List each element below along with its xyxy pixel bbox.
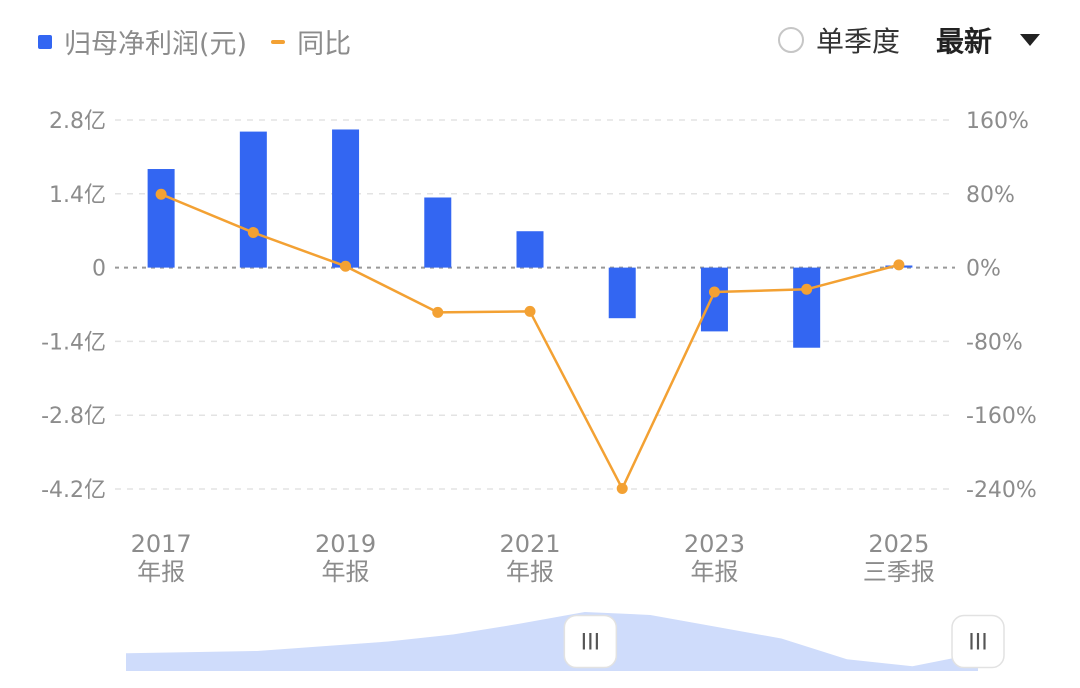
x-tick-year: 2021 (499, 530, 560, 558)
range-navigator[interactable]: III III (126, 612, 1005, 671)
profit-bar (147, 169, 175, 268)
right-tick-label: -160% (966, 404, 1037, 429)
right-tick-label: -80% (966, 330, 1023, 355)
x-tick-period: 年报 (137, 558, 185, 586)
profit-bar (424, 197, 452, 268)
x-tick-year: 2017 (131, 530, 192, 558)
profit-bar (332, 129, 360, 268)
x-tick-period: 年报 (506, 558, 554, 586)
caret-down-icon (1020, 34, 1040, 46)
yoy-point (616, 483, 628, 495)
x-tick-period: 年报 (322, 558, 370, 586)
profit-bar (700, 267, 728, 332)
period-dropdown[interactable]: 最新 (936, 20, 1040, 60)
x-tick-period: 三季报 (863, 558, 935, 586)
yoy-point (893, 259, 905, 271)
left-tick-label: 0 (92, 257, 106, 282)
yoy-point (801, 283, 813, 295)
handle-grip-icon: III (968, 631, 987, 656)
right-tick-label: 160% (966, 109, 1029, 134)
x-tick-year: 2019 (315, 530, 376, 558)
chart-legend: 归母净利润(元) 同比 (38, 22, 375, 61)
navigator-left-handle[interactable] (563, 614, 618, 669)
right-tick-label: -240% (966, 478, 1037, 503)
yoy-line (155, 188, 905, 495)
right-tick-label: 80% (966, 183, 1015, 208)
legend-net-profit-label: 归母净利润(元) (64, 29, 248, 60)
right-axis: 160% 80% 0% -80% -160% -240% (966, 109, 1037, 503)
single-quarter-radio[interactable] (777, 27, 804, 53)
left-tick-label: 1.4亿 (49, 183, 106, 208)
navigator-right-handle[interactable] (951, 614, 1005, 669)
yoy-point (155, 188, 167, 200)
yoy-point (432, 306, 444, 318)
handle-grip-icon: III (581, 631, 600, 656)
left-tick-label: -4.2亿 (41, 478, 106, 503)
legend-item-net-profit[interactable]: 归母净利润(元) (38, 22, 247, 61)
yoy-point (340, 260, 352, 272)
legend-line-swatch (271, 39, 286, 44)
x-tick-period: 年报 (690, 558, 738, 586)
left-tick-label: -2.8亿 (41, 404, 106, 429)
period-dropdown-value: 最新 (935, 25, 992, 58)
legend-yoy-label: 同比 (297, 29, 352, 60)
yoy-point (524, 305, 536, 317)
legend-bar-swatch (38, 34, 52, 49)
chart-controls: 单季度 最新 (777, 20, 1040, 60)
left-axis: 2.8亿 1.4亿 0 -1.4亿 -2.8亿 -4.2亿 (41, 109, 106, 503)
x-tick-year: 2025 (868, 530, 929, 558)
yoy-point (247, 227, 259, 239)
navigator-area (126, 612, 978, 671)
yoy-point (708, 286, 720, 298)
profit-bar (516, 231, 544, 268)
left-tick-label: -1.4亿 (41, 330, 106, 355)
right-tick-label: 0% (966, 257, 1001, 282)
legend-item-yoy[interactable]: 同比 (271, 22, 351, 61)
profit-bar (793, 267, 821, 348)
left-tick-label: 2.8亿 (49, 109, 106, 134)
profit-bar (239, 131, 267, 268)
x-tick-year: 2023 (684, 530, 745, 558)
profit-bars (147, 129, 913, 348)
profit-bar (608, 267, 636, 319)
single-quarter-label[interactable]: 单季度 (815, 25, 900, 58)
